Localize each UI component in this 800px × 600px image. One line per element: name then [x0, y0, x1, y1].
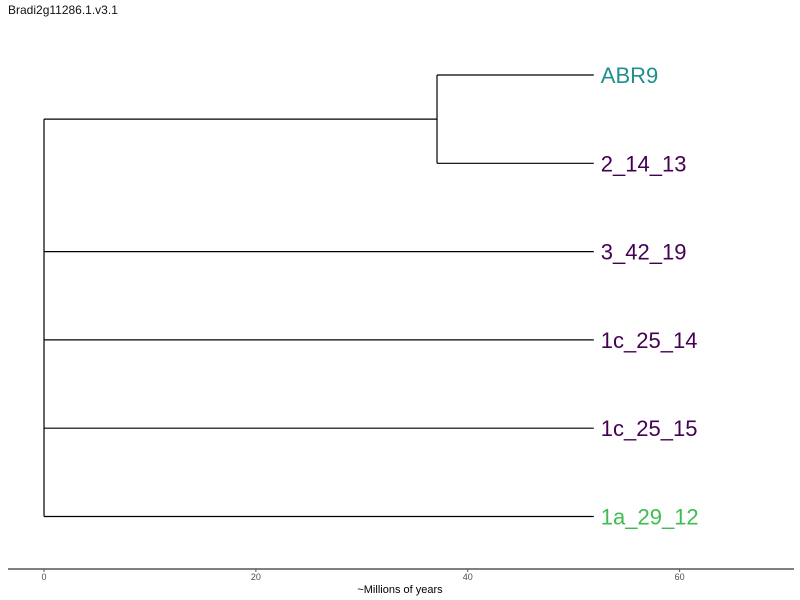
leaf-label: 1c_25_14 — [601, 328, 698, 353]
page-title: Bradi2g11286.1.v3.1 — [8, 3, 118, 17]
leaf-labels: ABR9 2_14_13 3_42_19 1c_25_14 1c_25_15 1a_29_… — [601, 63, 699, 530]
leaf-label: 3_42_19 — [601, 240, 687, 265]
x-tick-label: 60 — [675, 572, 685, 582]
x-tick-label: 20 — [251, 572, 261, 582]
leaf-label: 1c_25_15 — [601, 416, 698, 441]
x-tick-label: 40 — [463, 572, 473, 582]
x-axis-label: ~Millions of years — [357, 584, 443, 596]
tree-branches — [43, 74, 594, 518]
leaf-label: 2_14_13 — [601, 151, 687, 176]
x-tick-label: 0 — [42, 572, 47, 582]
leaf-label: 1a_29_12 — [601, 505, 699, 530]
x-axis-ticks: 0 20 40 60 — [42, 569, 685, 582]
leaf-label: ABR9 — [601, 63, 658, 88]
x-axis: 0 20 40 60 ~Millions of years — [8, 568, 794, 596]
